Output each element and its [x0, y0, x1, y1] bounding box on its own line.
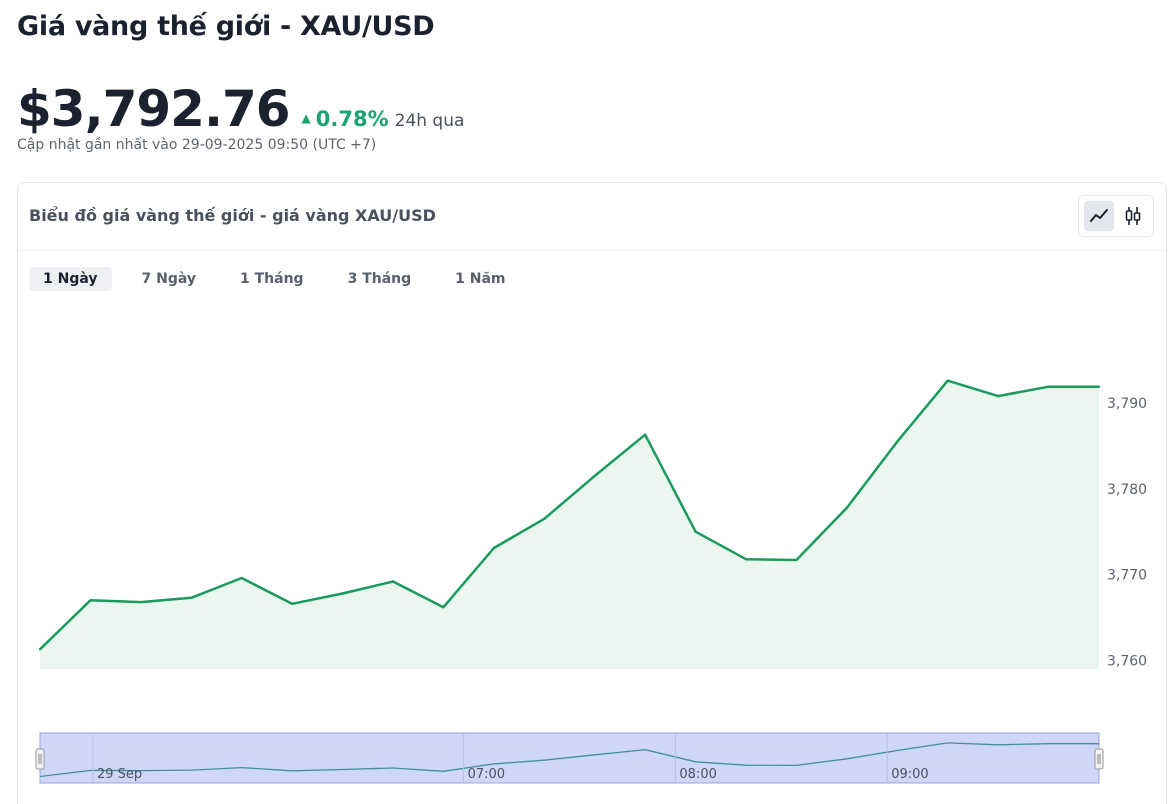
price-point: [744, 557, 748, 561]
price-point: [996, 394, 1000, 398]
line-chart-icon: [1090, 209, 1108, 222]
navigator-handle-right[interactable]: [1094, 748, 1104, 770]
last-updated: Cập nhật gần nhất vào 29-09-2025 09:50 (…: [17, 137, 377, 153]
price-point: [543, 517, 546, 521]
navigator-label: 09:00: [891, 767, 928, 782]
price-point: [442, 606, 445, 609]
range-tabs: 1 Ngày 7 Ngày 1 Tháng 3 Tháng 1 Năm: [29, 267, 536, 291]
price-point: [1097, 385, 1101, 388]
price-point: [593, 474, 596, 478]
navigator-handle-left[interactable]: [35, 748, 45, 770]
card-header: Biểu đồ giá vàng thế giới - giá vàng XAU…: [18, 183, 1166, 251]
price-point: [290, 602, 294, 605]
price-point: [896, 440, 899, 443]
price-point: [492, 546, 496, 550]
price-point: [694, 530, 697, 533]
price-point: [391, 580, 395, 583]
page-title: Giá vàng thế giới - XAU/USD: [17, 11, 435, 42]
candlestick-icon: [1125, 207, 1141, 225]
tab-7-days[interactable]: 7 Ngày: [141, 271, 197, 287]
tab-1-day[interactable]: 1 Ngày: [29, 267, 112, 291]
current-price: $3,792.76: [17, 80, 291, 138]
price-line: [39, 379, 1099, 651]
tab-1-month[interactable]: 1 Tháng: [240, 271, 304, 287]
navigator-line: [39, 742, 1099, 778]
navigator-label: 07:00: [468, 767, 505, 782]
up-arrow-icon: ▲: [301, 111, 311, 125]
price-point: [38, 648, 42, 651]
chart-type-toggle: [1078, 195, 1154, 237]
price-point: [946, 379, 949, 382]
price-point: [845, 506, 849, 509]
price-change: ▲ 0.78% 24h qua: [302, 107, 465, 131]
y-tick-label: 3,760: [1107, 653, 1147, 669]
candlestick-button[interactable]: [1118, 201, 1148, 231]
change-percent: 0.78%: [315, 107, 389, 131]
price-row: $3,792.76 ▲ 0.78% 24h qua: [17, 80, 464, 138]
y-tick-label: 3,770: [1107, 568, 1147, 584]
card-title: Biểu đồ giá vàng thế giới - giá vàng XAU…: [29, 206, 436, 225]
y-tick-label: 3,780: [1107, 482, 1147, 498]
price-point: [341, 592, 344, 595]
price-point: [795, 558, 798, 562]
price-point: [240, 576, 243, 580]
price-point: [643, 433, 647, 436]
tab-1-year[interactable]: 1 Năm: [455, 271, 506, 287]
price-point: [89, 599, 92, 602]
price-point: [139, 600, 143, 604]
line-chart-button[interactable]: [1084, 201, 1114, 231]
tab-3-months[interactable]: 3 Tháng: [347, 271, 412, 287]
price-point: [190, 596, 193, 599]
navigator-label: 29 Sep: [97, 767, 142, 782]
y-tick-label: 3,790: [1107, 396, 1147, 412]
navigator-label: 08:00: [679, 767, 716, 782]
change-period: 24h qua: [394, 111, 465, 131]
price-area: [40, 380, 1099, 669]
price-point: [1047, 385, 1050, 388]
